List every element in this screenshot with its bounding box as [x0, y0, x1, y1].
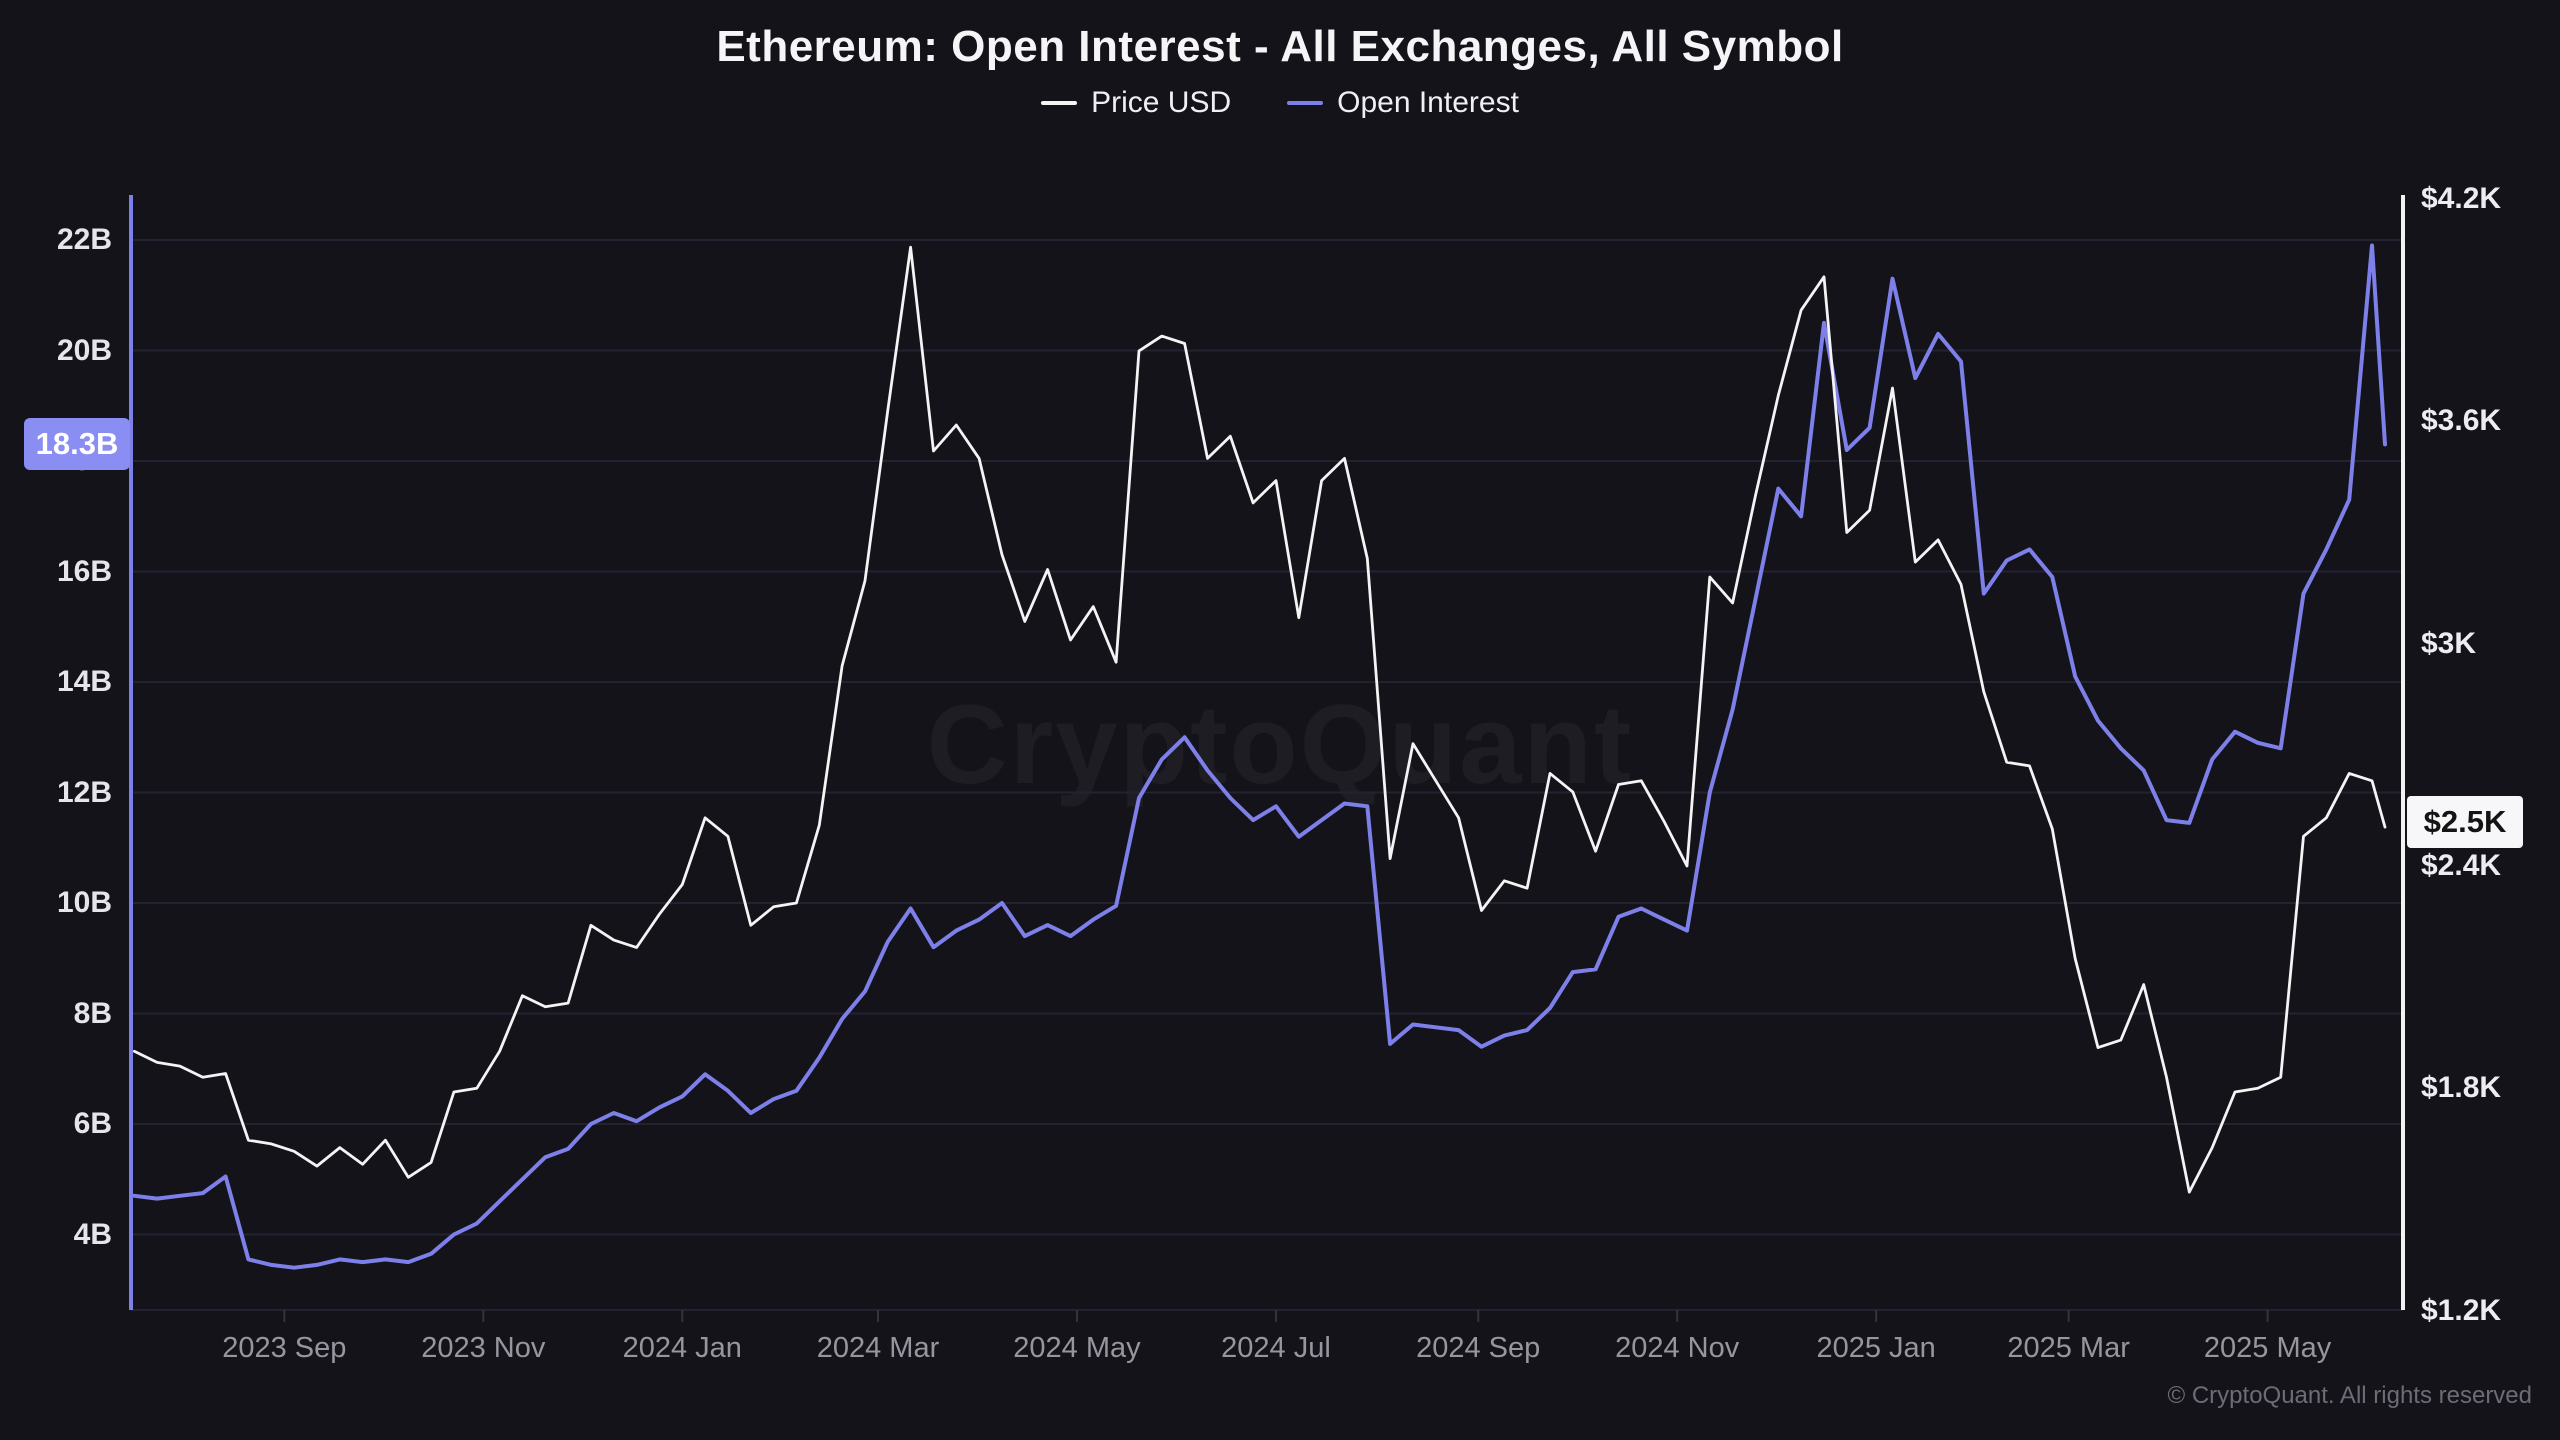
chart-legend: Price USD Open Interest [0, 86, 2560, 120]
price-line-swatch-icon [1041, 101, 1078, 105]
price-latest-value: $2.5K [2423, 803, 2507, 839]
x-axis-label: 2024 Jul [1221, 1332, 1331, 1364]
y-axis-right-label: $3.6K [2421, 404, 2502, 438]
x-axis-label: 2025 Mar [2007, 1332, 2130, 1364]
legend-item-open-interest[interactable]: Open Interest [1287, 86, 1519, 120]
price-latest-badge: $2.5K [2407, 795, 2523, 848]
y-axis-right-label: $3K [2421, 626, 2477, 660]
open-interest-latest-value: 18.3B [35, 426, 119, 462]
y-axis-right-label: $4.2K [2421, 182, 2502, 215]
x-axis-label: 2023 Sep [222, 1332, 347, 1364]
x-axis-label: 2024 Mar [816, 1332, 940, 1364]
legend-label-price: Price USD [1091, 86, 1232, 119]
y-axis-left-label: 14B [56, 665, 112, 698]
legend-label-open-interest: Open Interest [1337, 86, 1519, 119]
x-axis-label: 2025 May [2203, 1332, 2332, 1364]
price-line [132, 245, 2387, 1194]
y-axis-left-label: 4B [73, 1217, 112, 1251]
x-axis-label: 2024 Sep [1416, 1332, 1541, 1364]
y-axis-right-label: $2.4K [2421, 848, 2502, 882]
y-axis-left-label: 16B [56, 554, 112, 588]
y-axis-right-label: $1.2K [2421, 1293, 2502, 1327]
cryptoquant-watermark: CryptoQuant [780, 680, 1780, 809]
y-axis-left-label: 6B [73, 1107, 112, 1140]
y-axis-left-label: 10B [56, 886, 112, 919]
x-axis-label: 2024 Jan [622, 1332, 742, 1364]
y-axis-left-label: 20B [56, 333, 112, 367]
x-axis-label: 2024 Nov [1615, 1332, 1740, 1364]
x-axis-label: 2024 May [1013, 1332, 1141, 1364]
y-axis-left-label: 22B [56, 223, 112, 256]
open-interest-latest-badge: 18.3B [24, 418, 130, 471]
legend-item-price[interactable]: Price USD [1041, 86, 1231, 120]
open-interest-line-swatch-icon [1287, 101, 1324, 105]
y-axis-left-label: 8B [73, 996, 112, 1030]
y-axis-left-label: 12B [56, 775, 112, 809]
x-axis-label: 2025 Jan [1816, 1332, 1936, 1364]
x-axis-label: 2023 Nov [421, 1332, 546, 1364]
page-title: Ethereum: Open Interest - All Exchanges,… [716, 22, 1844, 71]
y-axis-right-label: $1.8K [2421, 1071, 2502, 1105]
open-interest-line [132, 243, 2387, 1270]
copyright-footer: © CryptoQuant. All rights reserved [2167, 1382, 2533, 1409]
